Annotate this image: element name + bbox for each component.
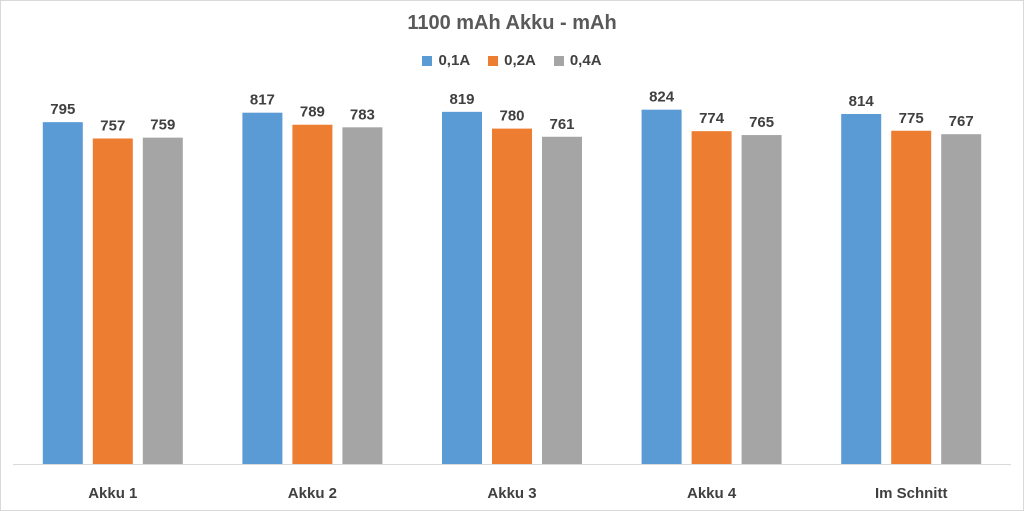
data-label: 817	[250, 92, 275, 109]
data-label: 759	[150, 117, 175, 134]
bar	[92, 138, 133, 465]
bar	[641, 109, 682, 465]
legend-swatch-series-1	[422, 55, 433, 66]
bar	[542, 136, 582, 464]
data-label: 757	[100, 117, 125, 134]
bar	[941, 134, 982, 464]
legend-swatch-series-2	[488, 55, 499, 66]
data-label: 789	[300, 104, 325, 121]
legend: 0,1A 0,2A 0,4A	[0, 52, 1024, 69]
data-label: 783	[350, 106, 375, 123]
bar	[741, 135, 782, 465]
legend-label-series-3: 0,4A	[569, 52, 602, 69]
bar	[691, 131, 732, 464]
data-label: 814	[849, 93, 875, 110]
data-label: 819	[449, 91, 474, 108]
bar	[841, 113, 882, 464]
bar	[292, 124, 333, 464]
data-label: 824	[649, 89, 675, 106]
bar	[492, 128, 532, 464]
data-label: 795	[50, 101, 75, 118]
category-label: Akku 4	[687, 485, 737, 502]
legend-item-series-2: 0,2A	[488, 52, 536, 69]
legend-label-series-1: 0,1A	[438, 52, 471, 69]
chart-title: 1100 mAh Akku - mAh	[407, 12, 617, 34]
category-label: Akku 2	[288, 485, 337, 502]
data-label: 761	[549, 116, 574, 133]
data-label: 780	[499, 108, 524, 125]
bar	[42, 122, 83, 465]
legend-item-series-1: 0,1A	[422, 52, 470, 69]
data-label: 767	[949, 113, 974, 130]
legend-item-series-3: 0,4A	[553, 52, 602, 69]
bar	[142, 137, 183, 464]
bar	[442, 111, 482, 464]
bar	[342, 127, 383, 464]
category-label: Akku 1	[88, 485, 137, 502]
bar	[242, 112, 283, 464]
legend-label-series-2: 0,2A	[504, 52, 536, 69]
data-label: 765	[749, 114, 774, 131]
data-label: 774	[699, 110, 725, 127]
category-label: Akku 3	[487, 485, 536, 502]
category-label: Im Schnitt	[875, 485, 948, 502]
legend-swatch-series-3	[553, 55, 564, 66]
data-label: 775	[899, 110, 924, 127]
bar	[891, 130, 932, 464]
